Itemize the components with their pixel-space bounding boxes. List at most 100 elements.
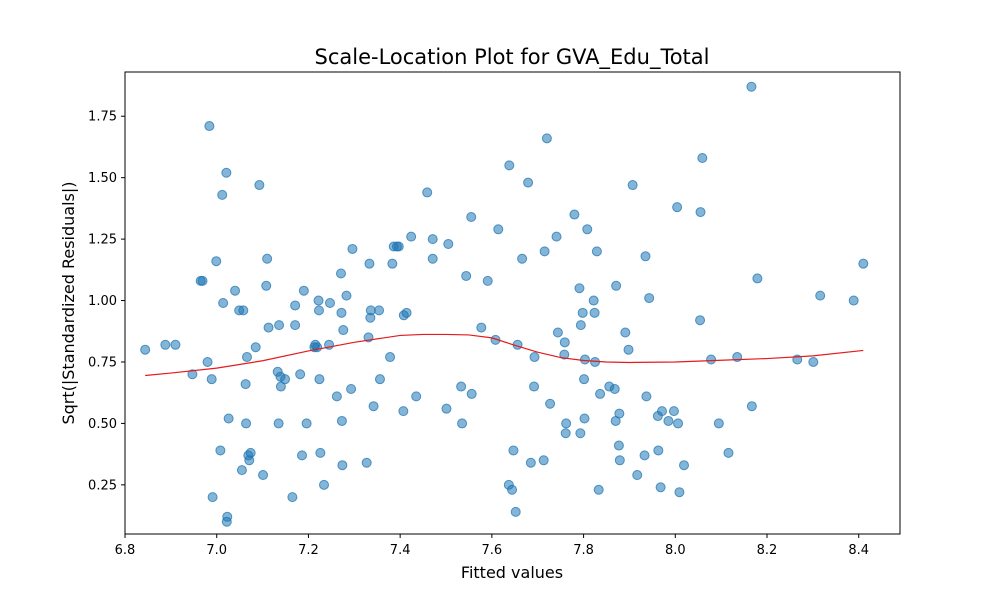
data-point xyxy=(627,180,638,191)
data-point xyxy=(575,428,586,439)
data-point xyxy=(427,253,438,264)
data-point xyxy=(466,388,477,399)
data-point xyxy=(411,391,422,402)
data-point xyxy=(508,445,519,456)
data-point xyxy=(170,339,181,350)
data-point xyxy=(490,334,501,345)
data-point xyxy=(589,307,600,318)
data-point xyxy=(529,381,540,392)
data-point xyxy=(582,224,593,235)
data-point xyxy=(361,457,372,468)
data-point xyxy=(614,455,625,466)
data-point xyxy=(668,406,679,417)
data-point xyxy=(579,354,590,365)
data-point xyxy=(368,401,379,412)
data-point xyxy=(197,275,208,286)
data-point xyxy=(313,305,324,316)
data-point xyxy=(808,356,819,367)
data-point xyxy=(577,307,588,318)
data-point xyxy=(347,243,358,254)
data-point xyxy=(427,234,438,245)
data-point xyxy=(673,418,684,429)
trend-line xyxy=(145,333,864,377)
data-point xyxy=(560,428,571,439)
data-point xyxy=(230,285,241,296)
data-point xyxy=(223,413,234,424)
data-point xyxy=(695,207,706,218)
data-point xyxy=(623,344,634,355)
data-point xyxy=(539,246,550,257)
data-point xyxy=(559,349,570,360)
x-tick-label: 6.8 xyxy=(115,543,136,558)
data-point xyxy=(387,258,398,269)
data-point xyxy=(250,342,261,353)
data-point xyxy=(653,445,664,456)
data-point xyxy=(315,447,326,458)
data-point xyxy=(561,418,572,429)
data-point xyxy=(569,209,580,220)
data-point xyxy=(441,403,452,414)
data-point xyxy=(217,189,228,200)
data-point xyxy=(240,379,251,390)
data-point xyxy=(541,133,552,144)
data-point xyxy=(206,374,217,385)
data-point xyxy=(482,275,493,286)
data-point xyxy=(324,298,335,308)
data-point xyxy=(657,406,667,417)
trend-layer xyxy=(145,333,864,377)
data-point xyxy=(298,285,309,296)
plot-area xyxy=(125,72,900,534)
data-point xyxy=(579,374,590,385)
y-axis-ticks: 0.25 0.50 0.75 1.00 1.25 1.50 1.75 xyxy=(88,110,125,493)
data-point xyxy=(337,460,348,471)
data-point xyxy=(517,253,528,264)
data-point xyxy=(287,492,298,503)
y-tick-label: 1.25 xyxy=(88,233,117,248)
data-point xyxy=(319,479,330,490)
data-point xyxy=(280,374,291,385)
data-point xyxy=(632,470,643,481)
x-axis-ticks: 6.8 7.0 7.2 7.4 7.6 7.8 8.0 8.2 8.4 xyxy=(115,534,869,558)
data-point xyxy=(160,339,171,350)
chart-title: Scale-Location Plot for GVA_Edu_Total xyxy=(315,45,710,70)
data-point xyxy=(611,280,622,291)
data-point xyxy=(385,352,396,363)
data-point xyxy=(559,337,570,348)
data-point xyxy=(241,352,252,363)
data-point xyxy=(341,290,352,301)
data-point xyxy=(510,506,521,517)
data-point xyxy=(545,398,556,409)
data-point xyxy=(238,305,249,316)
data-point xyxy=(335,268,346,279)
data-point xyxy=(640,251,651,262)
data-point xyxy=(336,415,347,426)
data-point xyxy=(456,381,467,392)
data-point xyxy=(588,295,599,306)
data-point xyxy=(713,418,724,429)
y-tick-label: 0.25 xyxy=(88,478,117,493)
data-point xyxy=(365,305,376,316)
data-point xyxy=(218,298,229,308)
data-point xyxy=(815,290,826,301)
data-point xyxy=(493,224,504,235)
data-point xyxy=(679,460,690,471)
data-point xyxy=(245,447,256,458)
data-point xyxy=(364,258,375,269)
data-point xyxy=(275,381,286,392)
plot-frame xyxy=(124,71,901,535)
points-layer xyxy=(140,81,869,527)
data-point xyxy=(443,239,454,250)
data-point xyxy=(374,305,385,316)
data-point xyxy=(461,270,472,281)
data-point xyxy=(639,450,650,461)
data-point xyxy=(422,187,433,198)
data-point xyxy=(609,384,620,395)
y-tick-label: 1.00 xyxy=(88,294,117,309)
data-point xyxy=(258,470,269,481)
data-point xyxy=(551,231,562,242)
data-point xyxy=(254,180,265,191)
data-point xyxy=(457,418,468,429)
x-tick-label: 7.4 xyxy=(390,543,411,558)
